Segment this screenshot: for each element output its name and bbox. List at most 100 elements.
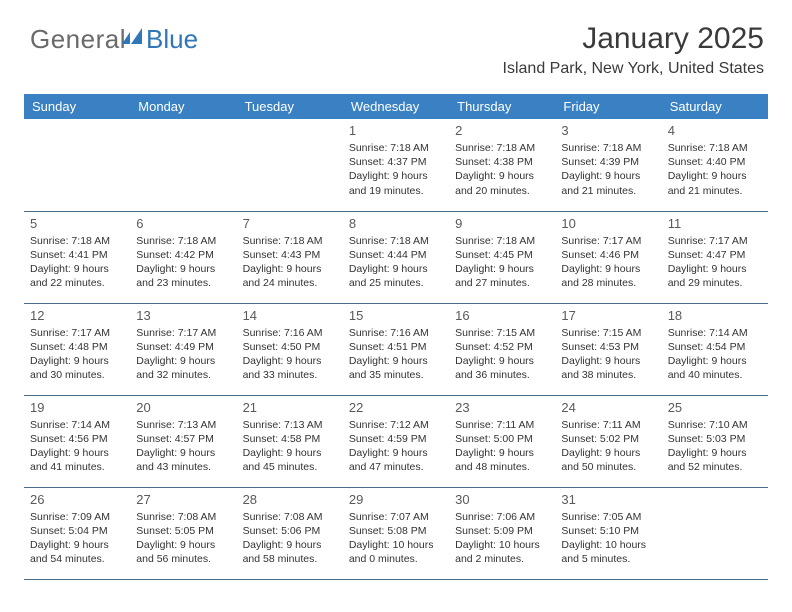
daylight-line: Daylight: 10 hours and 5 minutes. [561, 538, 655, 566]
daylight-line: Daylight: 9 hours and 43 minutes. [136, 446, 230, 474]
sunrise-line: Sunrise: 7:18 AM [668, 141, 762, 155]
sunrise-line: Sunrise: 7:06 AM [455, 510, 549, 524]
daylight-line: Daylight: 9 hours and 40 minutes. [668, 354, 762, 382]
calendar-week-row: 1Sunrise: 7:18 AMSunset: 4:37 PMDaylight… [24, 119, 768, 211]
daylight-line: Daylight: 9 hours and 19 minutes. [349, 169, 443, 197]
sunset-line: Sunset: 5:04 PM [30, 524, 124, 538]
day-number: 25 [668, 400, 762, 415]
day-header: Monday [130, 94, 236, 119]
daylight-line: Daylight: 10 hours and 2 minutes. [455, 538, 549, 566]
day-number: 8 [349, 216, 443, 231]
day-number: 12 [30, 308, 124, 323]
header: General Blue January 2025 Island Park, N… [24, 18, 768, 88]
sunset-line: Sunset: 5:06 PM [243, 524, 337, 538]
daylight-line: Daylight: 9 hours and 33 minutes. [243, 354, 337, 382]
day-number: 19 [30, 400, 124, 415]
calendar-cell: 9 Sunrise: 7:18 AMSunset: 4:45 PMDaylight… [449, 211, 555, 303]
day-header: Sunday [24, 94, 130, 119]
location-subtitle: Island Park, New York, United States [503, 60, 764, 78]
calendar-body: 1Sunrise: 7:18 AMSunset: 4:37 PMDaylight… [24, 119, 768, 579]
sunset-line: Sunset: 4:50 PM [243, 340, 337, 354]
calendar-cell: 4Sunrise: 7:18 AMSunset: 4:40 PMDaylight… [662, 119, 768, 211]
daylight-line: Daylight: 9 hours and 29 minutes. [668, 262, 762, 290]
sunrise-line: Sunrise: 7:18 AM [136, 234, 230, 248]
calendar-cell: 22Sunrise: 7:12 AMSunset: 4:59 PMDayligh… [343, 395, 449, 487]
calendar-cell: 5Sunrise: 7:18 AMSunset: 4:41 PMDaylight… [24, 211, 130, 303]
sunrise-line: Sunrise: 7:17 AM [668, 234, 762, 248]
sunset-line: Sunset: 4:53 PM [561, 340, 655, 354]
day-number: 16 [455, 308, 549, 323]
calendar-cell: 19Sunrise: 7:14 AMSunset: 4:56 PMDayligh… [24, 395, 130, 487]
calendar-cell: 24Sunrise: 7:11 AMSunset: 5:02 PMDayligh… [555, 395, 661, 487]
sunrise-line: Sunrise: 7:18 AM [349, 141, 443, 155]
day-number: 3 [561, 123, 655, 138]
daylight-line: Daylight: 9 hours and 47 minutes. [349, 446, 443, 474]
day-number: 7 [243, 216, 337, 231]
day-number: 28 [243, 492, 337, 507]
calendar-cell [237, 119, 343, 211]
day-header: Friday [555, 94, 661, 119]
calendar-cell: 7 Sunrise: 7:18 AMSunset: 4:43 PMDaylight… [237, 211, 343, 303]
calendar-cell: 11Sunrise: 7:17 AMSunset: 4:47 PMDayligh… [662, 211, 768, 303]
day-number: 23 [455, 400, 549, 415]
calendar-cell [130, 119, 236, 211]
sunset-line: Sunset: 4:45 PM [455, 248, 549, 262]
title-block: January 2025 Island Park, New York, Unit… [503, 22, 764, 78]
day-number: 1 [349, 123, 443, 138]
sunset-line: Sunset: 4:51 PM [349, 340, 443, 354]
sunrise-line: Sunrise: 7:18 AM [455, 234, 549, 248]
calendar-cell [24, 119, 130, 211]
day-number: 5 [30, 216, 124, 231]
sunset-line: Sunset: 4:42 PM [136, 248, 230, 262]
sunset-line: Sunset: 4:37 PM [349, 155, 443, 169]
daylight-line: Daylight: 9 hours and 24 minutes. [243, 262, 337, 290]
logo-mark-icon [122, 28, 144, 53]
sunset-line: Sunset: 4:41 PM [30, 248, 124, 262]
calendar-cell: 16Sunrise: 7:15 AMSunset: 4:52 PMDayligh… [449, 303, 555, 395]
sunset-line: Sunset: 5:05 PM [136, 524, 230, 538]
daylight-line: Daylight: 9 hours and 36 minutes. [455, 354, 549, 382]
daylight-line: Daylight: 9 hours and 25 minutes. [349, 262, 443, 290]
sunrise-line: Sunrise: 7:13 AM [136, 418, 230, 432]
sunset-line: Sunset: 5:00 PM [455, 432, 549, 446]
daylight-line: Daylight: 9 hours and 41 minutes. [30, 446, 124, 474]
sunrise-line: Sunrise: 7:08 AM [136, 510, 230, 524]
daylight-line: Daylight: 9 hours and 56 minutes. [136, 538, 230, 566]
sunrise-line: Sunrise: 7:16 AM [243, 326, 337, 340]
daylight-line: Daylight: 9 hours and 27 minutes. [455, 262, 549, 290]
logo-word2: Blue [146, 24, 198, 55]
sunrise-line: Sunrise: 7:09 AM [30, 510, 124, 524]
sunrise-line: Sunrise: 7:18 AM [243, 234, 337, 248]
sunset-line: Sunset: 4:57 PM [136, 432, 230, 446]
calendar-week-row: 19Sunrise: 7:14 AMSunset: 4:56 PMDayligh… [24, 395, 768, 487]
sunrise-line: Sunrise: 7:13 AM [243, 418, 337, 432]
calendar-cell: 23Sunrise: 7:11 AMSunset: 5:00 PMDayligh… [449, 395, 555, 487]
sunset-line: Sunset: 4:44 PM [349, 248, 443, 262]
calendar-cell: 2Sunrise: 7:18 AMSunset: 4:38 PMDaylight… [449, 119, 555, 211]
calendar-cell: 12Sunrise: 7:17 AMSunset: 4:48 PMDayligh… [24, 303, 130, 395]
sunrise-line: Sunrise: 7:15 AM [455, 326, 549, 340]
calendar-week-row: 12Sunrise: 7:17 AMSunset: 4:48 PMDayligh… [24, 303, 768, 395]
day-number: 22 [349, 400, 443, 415]
calendar-cell: 26Sunrise: 7:09 AMSunset: 5:04 PMDayligh… [24, 487, 130, 579]
sunset-line: Sunset: 4:40 PM [668, 155, 762, 169]
sunset-line: Sunset: 5:03 PM [668, 432, 762, 446]
calendar-cell [662, 487, 768, 579]
calendar-week-row: 5 Sunrise: 7:18 AM Sunset: 4:41 PM Daylight… [24, 211, 768, 303]
day-number: 31 [561, 492, 655, 507]
day-number: 21 [243, 400, 337, 415]
logo: General Blue [30, 24, 198, 55]
daylight-line: Daylight: 9 hours and 20 minutes. [455, 169, 549, 197]
daylight-line: Daylight: 9 hours and 45 minutes. [243, 446, 337, 474]
day-number: 30 [455, 492, 549, 507]
sunset-line: Sunset: 4:54 PM [668, 340, 762, 354]
calendar-cell: 21Sunrise: 7:13 AMSunset: 4:58 PMDayligh… [237, 395, 343, 487]
daylight-line: Daylight: 9 hours and 58 minutes. [243, 538, 337, 566]
day-number: 9 [455, 216, 549, 231]
sunset-line: Sunset: 4:46 PM [561, 248, 655, 262]
sunset-line: Sunset: 4:43 PM [243, 248, 337, 262]
sunrise-line: Sunrise: 7:14 AM [30, 418, 124, 432]
sunset-line: Sunset: 4:49 PM [136, 340, 230, 354]
calendar-cell: 15Sunrise: 7:16 AMSunset: 4:51 PMDayligh… [343, 303, 449, 395]
calendar-cell: 18Sunrise: 7:14 AMSunset: 4:54 PMDayligh… [662, 303, 768, 395]
